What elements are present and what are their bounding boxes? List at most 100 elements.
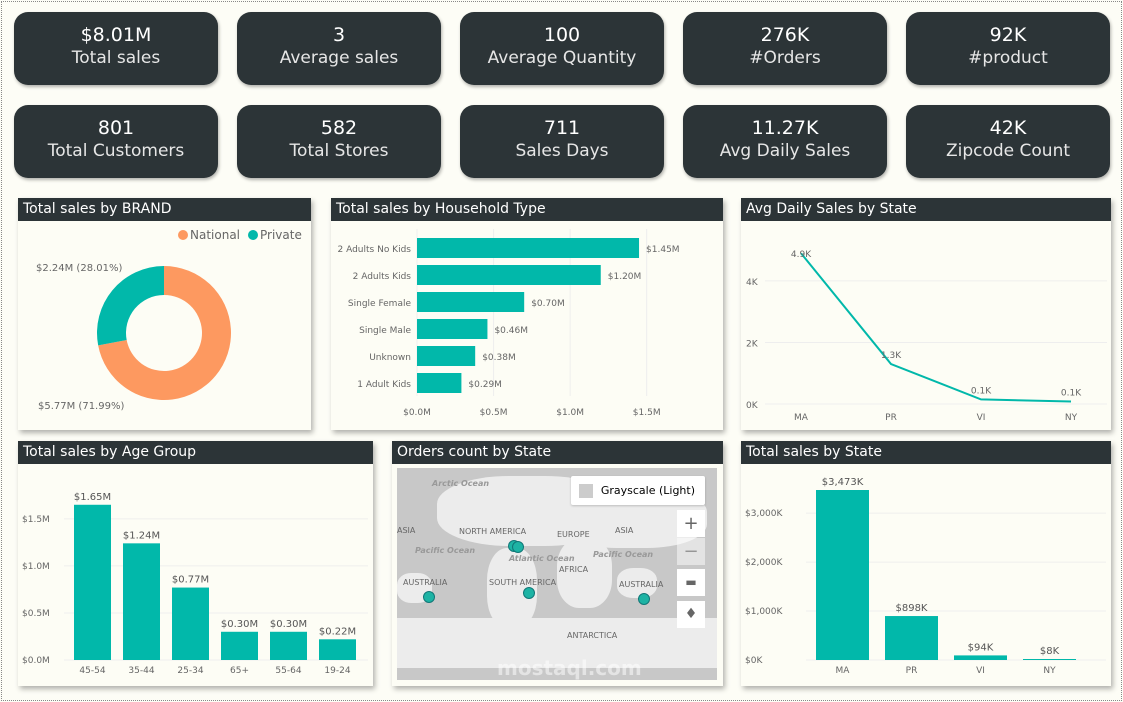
zoom-out-button[interactable]: − [677, 538, 705, 565]
kpi-value: 711 [543, 117, 581, 139]
x-tick-label: 35-44 [128, 666, 154, 676]
kpi-card[interactable]: 92K #product [906, 12, 1110, 85]
data-label: $0.46M [494, 326, 528, 336]
y-tick-label: $3,000K [745, 509, 783, 519]
kpi-label: Total Customers [47, 141, 185, 161]
map-label: AUSTRALIA [403, 578, 448, 587]
map-bubble[interactable] [512, 541, 524, 553]
kpi-value: 42K [989, 117, 1027, 139]
category-label: Single Female [348, 299, 412, 309]
kpi-card[interactable]: $8.01M Total sales [14, 12, 218, 85]
x-tick-label: 19-24 [324, 666, 350, 676]
map-style-button[interactable]: Grayscale (Light) [570, 476, 705, 505]
data-label: $5.77M (71.99%) [38, 401, 124, 412]
kpi-label: #product [968, 48, 1048, 68]
data-label: $0.29M [468, 380, 502, 390]
data-label: $0.77M [172, 575, 209, 586]
map-label: NORTH AMERICA [459, 527, 527, 536]
brand-donut-panel[interactable]: Total sales by BRAND $5.77M (71.99%) $2.2… [18, 198, 311, 430]
world-map[interactable]: Arctic Ocean ASIA NORTH AMERICA EUROPE A… [397, 468, 717, 680]
age-bar-chart: $0.0M $0.5M $1.0M $1.5M 45-54 $1.65M 35-44 $1.2… [22, 492, 368, 676]
y-tick-label: $0.5M [22, 609, 50, 619]
kpi-card[interactable]: 11.27K Avg Daily Sales [683, 105, 887, 178]
data-label: $8K [1040, 646, 1060, 657]
map-bubble[interactable] [638, 593, 650, 605]
x-tick-label: 25-34 [177, 666, 203, 676]
bar [221, 631, 258, 660]
data-label: $1.20M [608, 272, 642, 282]
kpi-card[interactable]: 582 Total Stores [237, 105, 441, 178]
x-tick-label: MA [836, 666, 851, 676]
bar [172, 587, 209, 660]
map-label: AUSTRALIA [619, 580, 664, 589]
data-label: $0.22M [319, 626, 356, 637]
kpi-card[interactable]: 42K Zipcode Count [906, 105, 1110, 178]
x-tick-label: 45-54 [79, 666, 105, 676]
tilt-icon[interactable]: ▬ [677, 569, 705, 596]
data-label: $2.24M (28.01%) [36, 263, 122, 274]
data-label: 4.9K [791, 250, 812, 260]
data-label: $1.24M [123, 530, 160, 541]
kpi-card[interactable]: 276K #Orders [683, 12, 887, 85]
brand-donut-chart: $5.77M (71.99%) $2.24M (28.01%) National Pr… [36, 228, 302, 412]
x-tick-label: 55-64 [275, 666, 301, 676]
map-label: SOUTH AMERICA [489, 578, 557, 587]
bar [816, 490, 869, 660]
legend-marker [248, 230, 258, 240]
map-label: Atlantic Ocean [509, 554, 575, 563]
orders-map-panel[interactable]: Orders count by State Arctic Ocean ASIA … [392, 441, 723, 686]
state-bar-panel[interactable]: Total sales by State $0K $1,000K $2,000K $3… [741, 441, 1111, 686]
data-label: $1.65M [74, 492, 111, 503]
x-tick-label: MA [794, 413, 809, 423]
y-tick-label: $0.0M [22, 656, 50, 666]
avg-daily-line-chart: 0K 2K 4K MA 4.9K PR 1.3K VI 0.1K NY 0.1K [746, 250, 1107, 423]
kpi-label: #Orders [749, 48, 821, 68]
x-tick-label: VI [976, 666, 985, 676]
bar [74, 504, 111, 660]
kpi-card[interactable]: 801 Total Customers [14, 105, 218, 178]
age-bar-panel[interactable]: Total sales by Age Group $0.0M $0.5M $1.0M… [18, 441, 373, 686]
category-label: 1 Adult Kids [357, 380, 411, 390]
state-bar-chart: $0K $1,000K $2,000K $3,000K MA $3,473K PR $898K… [745, 477, 1106, 676]
kpi-card[interactable]: 711 Sales Days [460, 105, 664, 178]
x-tick-label: $0.5M [480, 408, 508, 418]
data-label: $0.70M [531, 299, 565, 309]
map-style-icon [578, 484, 593, 498]
legend-marker [178, 230, 188, 240]
compass-icon[interactable]: ♦ [677, 601, 705, 628]
panel-title: Orders count by State [392, 441, 723, 464]
avg-daily-line-panel[interactable]: Avg Daily Sales by State 0K 2K 4K MA 4.9K PR 1… [741, 198, 1111, 430]
donut-slice [98, 266, 232, 400]
bar [417, 346, 476, 366]
panel-title: Avg Daily Sales by State [741, 198, 1111, 221]
bar [1023, 659, 1076, 660]
x-tick-label: NY [1065, 413, 1078, 423]
zoom-in-button[interactable]: + [677, 510, 705, 537]
map-bubble[interactable] [423, 591, 435, 603]
legend-label: Private [260, 228, 302, 242]
line-series [800, 252, 1072, 403]
map-label: ASIA [615, 526, 634, 535]
kpi-value: 276K [760, 24, 810, 46]
kpi-value: 11.27K [751, 117, 819, 139]
category-label: 2 Adults No Kids [338, 245, 412, 255]
map-style-label: Grayscale (Light) [600, 484, 695, 497]
data-label: 0.1K [1061, 389, 1082, 399]
kpi-value: $8.01M [80, 24, 152, 46]
bar [417, 265, 601, 285]
map-bubble[interactable] [523, 587, 535, 599]
kpi-card[interactable]: 3 Average sales [237, 12, 441, 85]
household-bar-panel[interactable]: Total sales by Household Type $0.0M $0.5M… [331, 198, 723, 430]
y-tick-label: 0K [746, 401, 759, 411]
kpi-label: Average sales [279, 48, 399, 68]
category-label: Unknown [369, 353, 411, 363]
x-tick-label: 65+ [230, 666, 249, 676]
data-label: $1.45M [646, 245, 680, 255]
map-label: ASIA [397, 526, 416, 535]
bar [319, 639, 356, 660]
kpi-card[interactable]: 100 Average Quantity [460, 12, 664, 85]
y-tick-label: $1,000K [745, 607, 783, 617]
watermark: mostaql.com [497, 656, 642, 680]
data-label: 0.1K [971, 386, 992, 396]
